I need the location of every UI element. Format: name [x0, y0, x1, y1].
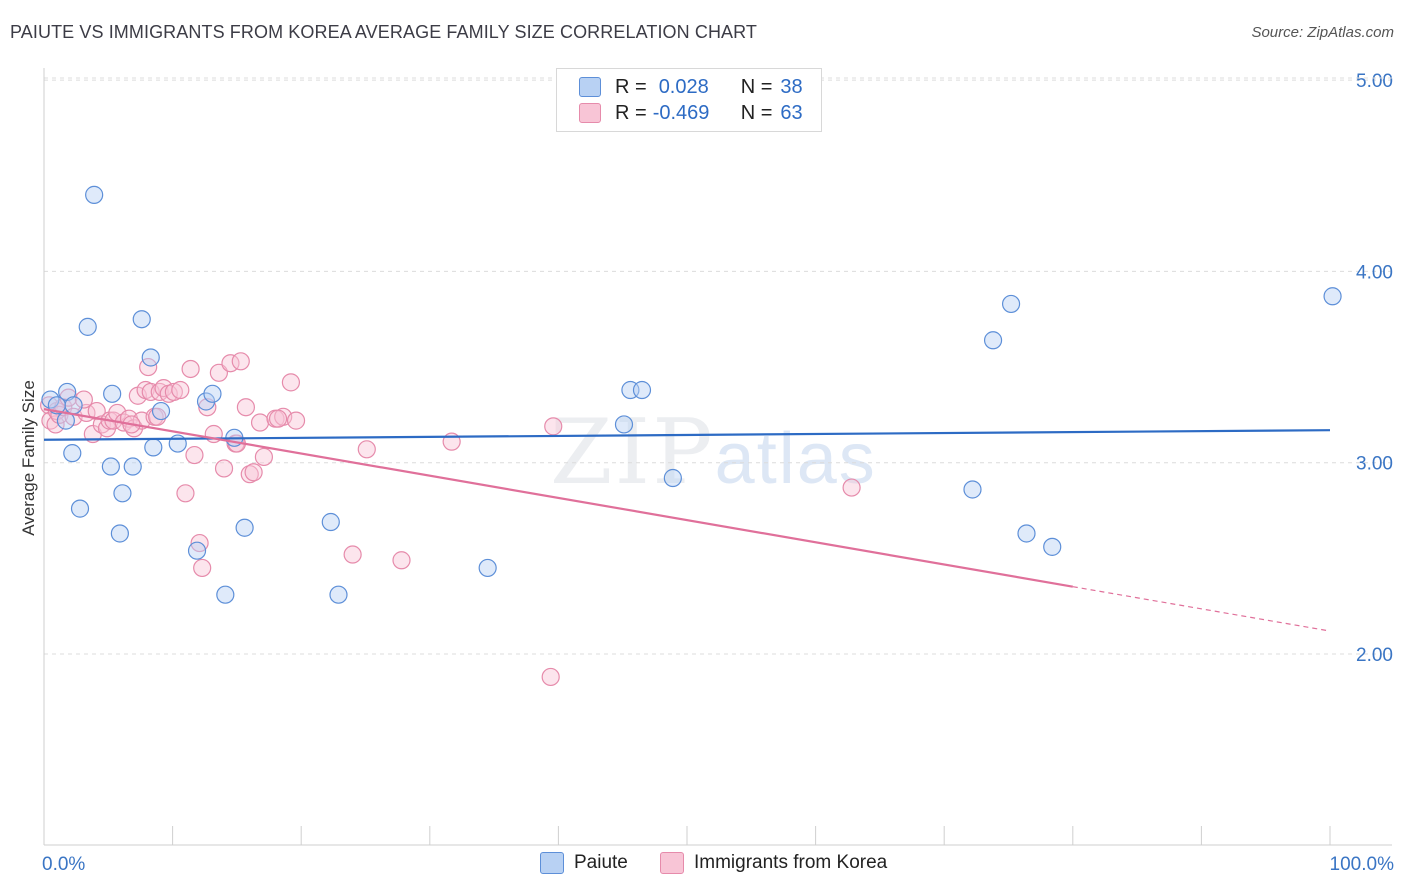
- paiute-point: [78, 317, 97, 336]
- paiute-point: [663, 468, 682, 488]
- legend-row-korea: R = -0.469 N = 63: [579, 101, 803, 125]
- bottom-legend-korea-label: Immigrants from Korea: [694, 852, 888, 873]
- legend-swatch-korea: [579, 103, 601, 123]
- paiute-point: [614, 415, 634, 434]
- korea-point: [176, 484, 195, 503]
- legend-r-label: R =: [615, 101, 647, 124]
- watermark-zip: ZIP: [550, 400, 715, 505]
- paiute-point: [141, 348, 160, 367]
- paiute-point: [1001, 294, 1021, 314]
- korea-point: [268, 409, 288, 428]
- bottom-swatch-korea: [660, 852, 684, 874]
- y-tick-label: 5.00: [1356, 71, 1393, 92]
- korea-point: [181, 359, 200, 379]
- korea-point: [357, 440, 376, 459]
- paiute-point: [1017, 524, 1036, 543]
- korea-point: [236, 398, 256, 417]
- paiute-point: [64, 396, 83, 415]
- legend-n-value: 38: [780, 75, 803, 98]
- korea-point: [198, 398, 217, 417]
- paiute-point: [123, 457, 142, 476]
- paiute-point: [151, 401, 171, 421]
- korea-point: [250, 413, 270, 432]
- paiute-point: [321, 512, 340, 532]
- paiute-trendline: [43, 429, 1331, 441]
- paiute-point: [63, 444, 82, 463]
- paiute-point: [85, 185, 104, 204]
- stats-legend: R = 0.028 N = 38 R = -0.469 N = 63: [556, 68, 822, 132]
- paiute-point: [478, 558, 497, 578]
- legend-r-value: -0.469: [652, 101, 710, 124]
- paiute-point: [144, 438, 163, 457]
- paiute-point: [203, 384, 222, 403]
- legend-row-paiute: R = 0.028 N = 38: [579, 75, 803, 99]
- source-label: Source: ZipAtlas.com: [1251, 24, 1394, 41]
- x-tick-label: 100.0%: [1330, 854, 1395, 875]
- legend-n-value: 63: [780, 101, 803, 124]
- korea-point: [193, 558, 212, 578]
- x-tick-label: 0.0%: [42, 854, 85, 875]
- korea-point: [185, 445, 204, 465]
- korea-point: [392, 551, 411, 570]
- paiute-point: [70, 499, 90, 518]
- paiute-point: [235, 518, 254, 537]
- legend-swatch-paiute: [579, 77, 601, 97]
- korea-point: [343, 545, 362, 564]
- korea-point: [544, 417, 563, 436]
- watermark: ZIPatlas: [550, 400, 877, 505]
- y-tick-label: 3.00: [1356, 454, 1393, 475]
- korea-point: [286, 411, 306, 430]
- korea-point: [171, 380, 190, 400]
- korea-trendline: [43, 408, 1073, 588]
- chart-title: PAIUTE VS IMMIGRANTS FROM KOREA AVERAGE …: [10, 22, 758, 42]
- bottom-legend-paiute: Paiute: [540, 852, 628, 874]
- paiute-point: [110, 524, 129, 543]
- paiute-point: [632, 380, 652, 400]
- bottom-legend-korea: Immigrants from Korea: [660, 852, 887, 874]
- y-tick-label: 2.00: [1356, 645, 1393, 666]
- korea-point: [281, 373, 301, 392]
- paiute-point: [1323, 287, 1342, 306]
- paiute-point: [1043, 537, 1062, 556]
- paiute-point: [113, 484, 132, 503]
- paiute-point: [103, 384, 122, 403]
- paiute-point: [216, 585, 235, 604]
- paiute-point: [963, 480, 982, 499]
- korea-point: [842, 478, 861, 497]
- korea-point: [254, 447, 274, 467]
- korea-point: [244, 463, 263, 482]
- paiute-point: [187, 541, 207, 560]
- y-axis-label: Average Family Size: [19, 380, 38, 536]
- korea-point: [46, 415, 65, 434]
- legend-r-value: 0.028: [658, 75, 709, 98]
- bottom-legend-paiute-label: Paiute: [574, 852, 628, 873]
- paiute-point: [132, 310, 151, 329]
- bottom-swatch-paiute: [540, 852, 564, 874]
- paiute-point: [983, 331, 1003, 350]
- korea-point: [164, 382, 183, 402]
- watermark-atlas: atlas: [714, 419, 877, 499]
- korea-point: [214, 459, 234, 478]
- paiute-point: [101, 457, 120, 476]
- korea-point: [541, 667, 560, 687]
- paiute-point: [329, 585, 348, 604]
- legend-n-label: N =: [740, 101, 773, 124]
- korea-point: [74, 390, 93, 409]
- korea-point: [231, 352, 250, 371]
- y-tick-label: 4.00: [1356, 262, 1393, 283]
- korea-trendline-extension: [1072, 586, 1331, 632]
- legend-r-label: R =: [615, 75, 647, 98]
- legend-n-label: N =: [740, 75, 773, 98]
- korea-point: [87, 401, 106, 421]
